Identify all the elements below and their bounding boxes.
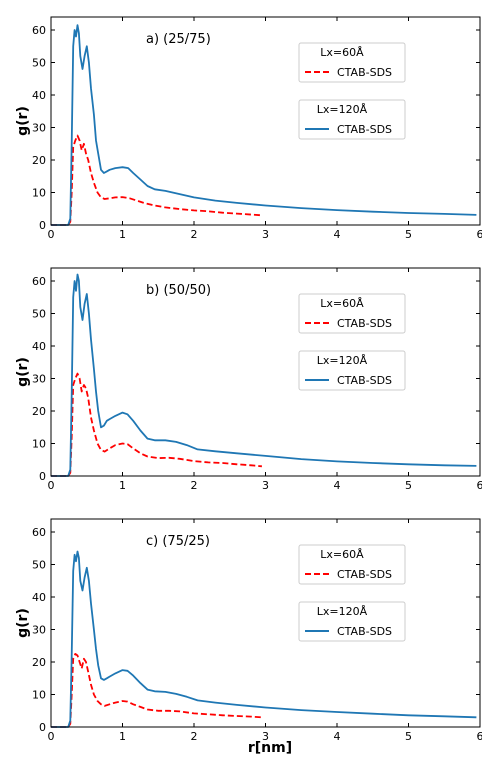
x-tick-label: 6 [477, 228, 482, 241]
x-tick-label: 5 [405, 730, 412, 743]
legend-1: Lx=60Å CTAB-SDS [298, 42, 406, 83]
panel-title: a) (25/75) [146, 32, 211, 47]
legend-2: Lx=120Å CTAB-SDS [298, 99, 406, 140]
x-tick-label: 4 [334, 730, 341, 743]
legend-label: CTAB-SDS [337, 568, 392, 581]
x-tick-label: 3 [262, 479, 269, 492]
y-tick-label: 10 [32, 187, 46, 200]
plot-frame [50, 518, 481, 728]
y-tick-label: 30 [32, 624, 46, 637]
x-tick-label: 3 [262, 228, 269, 241]
x-tick-label: 5 [405, 479, 412, 492]
y-tick-label: 20 [32, 154, 46, 167]
legend-1: Lx=60Å CTAB-SDS [298, 293, 406, 334]
y-tick-label: 60 [32, 275, 46, 288]
x-tick-label: 6 [477, 479, 482, 492]
x-tick-label: 6 [477, 730, 482, 743]
panel-title: c) (75/25) [146, 534, 210, 549]
series-line-1 [51, 134, 262, 226]
y-tick-label: 30 [32, 373, 46, 386]
y-tick-label: 50 [32, 308, 46, 321]
y-tick-label: 60 [32, 24, 46, 37]
x-tick-label: 4 [334, 479, 341, 492]
legend-header: Lx=60Å [320, 548, 364, 561]
y-tick-label: 50 [32, 57, 46, 70]
legend-label: CTAB-SDS [337, 625, 392, 638]
panel-title: b) (50/50) [146, 283, 211, 298]
legend-header: Lx=60Å [320, 297, 364, 310]
series-line-1 [51, 372, 262, 477]
legend-header: Lx=120Å [317, 354, 368, 367]
y-tick-label: 60 [32, 526, 46, 539]
x-tick-label: 2 [191, 228, 198, 241]
y-tick-label: 40 [32, 89, 46, 102]
x-tick-label: 1 [119, 730, 126, 743]
y-axis-label: g(r) [15, 357, 31, 387]
y-axis-label: g(r) [15, 106, 31, 136]
y-tick-label: 0 [39, 470, 46, 483]
x-tick-label: 2 [191, 479, 198, 492]
legend-header: Lx=120Å [317, 103, 368, 116]
x-tick-label: 5 [405, 228, 412, 241]
x-tick-label: 1 [119, 479, 126, 492]
x-tick-label: 0 [48, 228, 55, 241]
y-axis-label: g(r) [15, 608, 31, 638]
legend-label: CTAB-SDS [337, 317, 392, 330]
legend-label: CTAB-SDS [337, 123, 392, 136]
legend-label: CTAB-SDS [337, 374, 392, 387]
y-tick-label: 20 [32, 656, 46, 669]
x-tick-label: 1 [119, 228, 126, 241]
series-line-2 [51, 273, 477, 477]
series-line-1 [51, 653, 262, 728]
legend-header: Lx=60Å [320, 46, 364, 59]
y-tick-label: 50 [32, 559, 46, 572]
y-tick-label: 0 [39, 219, 46, 232]
x-tick-label: 0 [48, 479, 55, 492]
x-axis-label: r[nm] [248, 740, 292, 756]
y-tick-label: 0 [39, 721, 46, 734]
legend-1: Lx=60Å CTAB-SDS [298, 544, 406, 585]
y-tick-label: 10 [32, 689, 46, 702]
legend-label: CTAB-SDS [337, 66, 392, 79]
y-tick-label: 30 [32, 122, 46, 135]
legend-2: Lx=120Å CTAB-SDS [298, 601, 406, 642]
series-line-2 [51, 24, 477, 226]
x-tick-label: 3 [262, 730, 269, 743]
x-tick-label: 2 [191, 730, 198, 743]
series-line-2 [51, 550, 477, 728]
plot-frame [50, 16, 481, 226]
y-tick-label: 20 [32, 405, 46, 418]
y-tick-label: 40 [32, 591, 46, 604]
x-tick-label: 0 [48, 730, 55, 743]
y-tick-label: 10 [32, 438, 46, 451]
legend-header: Lx=120Å [317, 605, 368, 618]
x-tick-label: 4 [334, 228, 341, 241]
y-tick-label: 40 [32, 340, 46, 353]
legend-2: Lx=120Å CTAB-SDS [298, 350, 406, 391]
